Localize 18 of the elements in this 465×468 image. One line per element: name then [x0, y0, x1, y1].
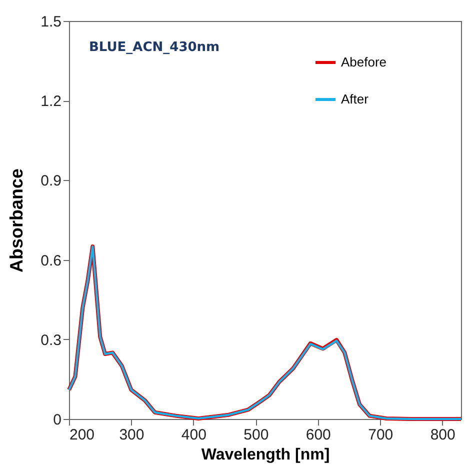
- x-tick-label: 200: [70, 426, 95, 444]
- x-tick-label: 300: [119, 426, 144, 444]
- y-tick-label: 1.5: [40, 14, 62, 30]
- x-tick-label: 700: [368, 426, 394, 444]
- legend-label: Abefore: [341, 54, 387, 70]
- annotation: BLUE_ACN_430nm: [89, 40, 220, 55]
- legend-label: After: [341, 92, 370, 106]
- y-tick-label: 0.3: [40, 332, 62, 349]
- x-tick-label: 800: [430, 426, 456, 444]
- y-tick-label: 0.9: [40, 172, 62, 190]
- x-tick-label: 400: [181, 426, 206, 444]
- x-axis-title: Wavelength [nm]: [201, 446, 330, 464]
- x-tick-label: 500: [244, 426, 269, 444]
- x-tick-label: 600: [306, 426, 331, 444]
- y-tick-label: 1.2: [40, 93, 62, 110]
- y-tick-label: 0.6: [40, 252, 62, 270]
- y-tick-label: 0: [53, 412, 62, 428]
- y-axis-title: Absorbance: [6, 168, 27, 273]
